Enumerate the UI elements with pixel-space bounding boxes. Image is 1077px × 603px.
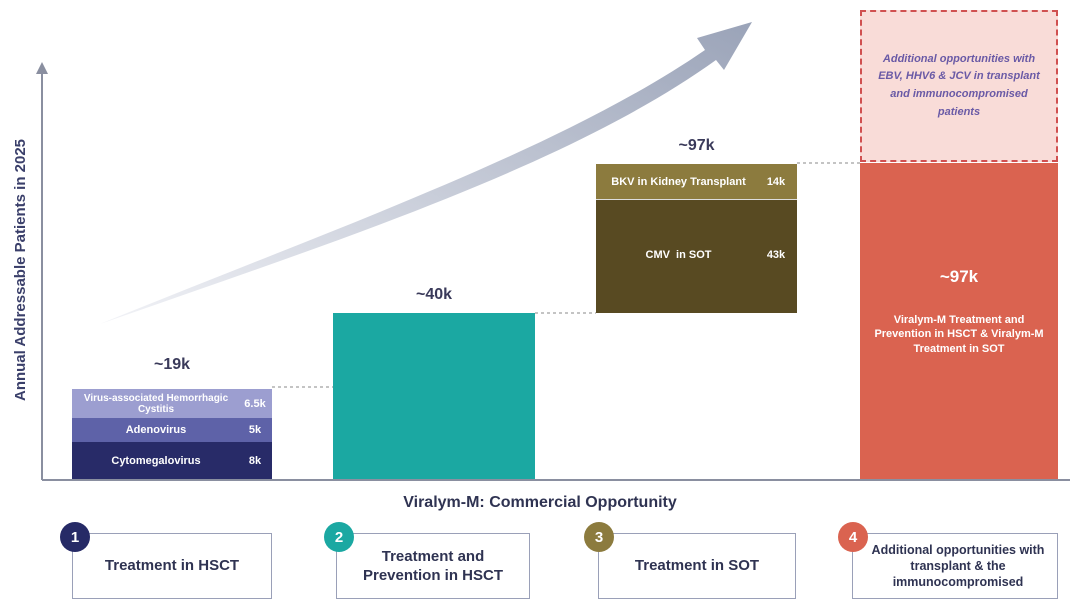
step-number: 2: [324, 522, 354, 552]
step-number: 4: [838, 522, 868, 552]
y-axis-label: Annual Addressable Patients in 2025: [11, 138, 29, 402]
step-number: 1: [60, 522, 90, 552]
bar-description: Viralym-M Treatment and Prevention in HS…: [874, 314, 1044, 355]
segment-value: 5k: [248, 424, 262, 436]
segment: CMV in SOT 43k: [596, 200, 797, 313]
segment-label: BKV in Kidney Transplant: [611, 176, 746, 188]
y-axis-arrow: [36, 62, 48, 74]
bar: ~97k Viralym-M Treatment and Prevention …: [860, 163, 1058, 479]
segment-value: 14k: [766, 176, 786, 188]
step-box: Treatment in HSCT: [72, 533, 272, 599]
segment-value: 43k: [766, 249, 786, 261]
x-axis-label: Viralym-M: Commercial Opportunity: [403, 494, 677, 511]
step-number: 3: [584, 522, 614, 552]
segment: BKV in Kidney Transplant 14k: [596, 164, 797, 200]
bar: [333, 313, 535, 479]
bar-total: ~97k: [939, 267, 979, 286]
bar-total: ~40k: [415, 286, 453, 303]
segment-label: Virus-associated Hemorrhagic Cystitis: [83, 392, 229, 415]
step-box: Treatment in SOT: [598, 533, 796, 599]
segment: Virus-associated Hemorrhagic Cystitis 6.…: [72, 389, 272, 418]
segment: Adenovirus 5k: [72, 418, 272, 442]
step-box: Treatment and Prevention in HSCT: [336, 533, 530, 599]
step-box: Additional opportunities with transplant…: [852, 533, 1058, 599]
segment-label: Adenovirus: [125, 424, 187, 436]
note-box: Additional opportunities with EBV, HHV6 …: [860, 10, 1058, 162]
bar-total: ~97k: [678, 137, 715, 154]
segment-label: Cytomegalovirus: [111, 454, 201, 467]
segment-value: 8k: [248, 454, 262, 467]
segment-label: CMV in SOT: [645, 249, 712, 261]
segment-value: 6.5k: [244, 397, 266, 410]
segment: Cytomegalovirus 8k: [72, 442, 272, 479]
bar-total: ~19k: [153, 356, 191, 373]
